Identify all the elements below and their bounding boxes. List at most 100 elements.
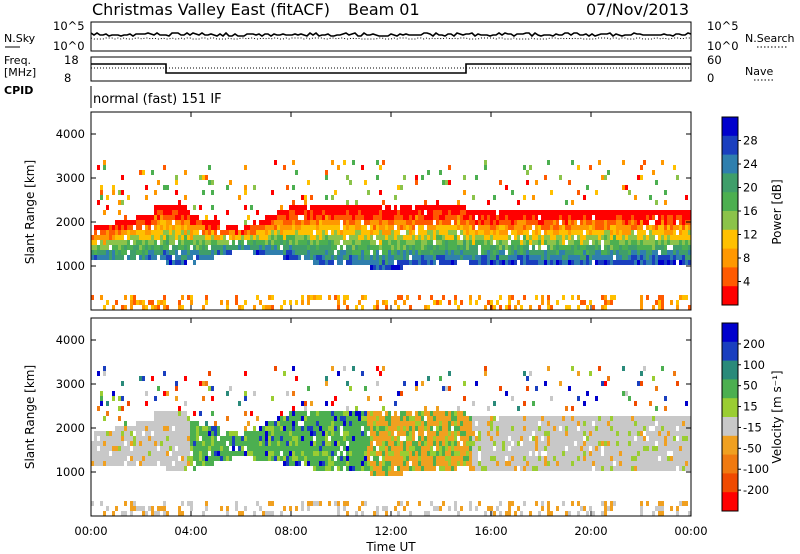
velocity-cell xyxy=(472,401,475,406)
velocity-cell xyxy=(355,466,358,471)
power-cell xyxy=(154,210,157,215)
power-cell xyxy=(619,215,622,220)
velocity-cell xyxy=(145,421,148,426)
velocity-cell xyxy=(337,501,340,506)
power-cell xyxy=(121,220,124,225)
velocity-cell xyxy=(664,421,667,426)
power-cell xyxy=(349,230,352,235)
velocity-cell xyxy=(331,446,334,451)
velocity-cell xyxy=(388,441,391,446)
velocity-cell xyxy=(652,441,655,446)
x-tick-label: 20:00 xyxy=(574,524,607,538)
velocity-cell xyxy=(403,411,406,416)
velocity-cell xyxy=(193,426,196,431)
power-cell xyxy=(106,300,109,305)
power-cell xyxy=(139,170,142,175)
velocity-cell xyxy=(103,366,106,371)
power-cell xyxy=(454,260,457,265)
power-cell xyxy=(634,250,637,255)
power-cell xyxy=(379,165,382,170)
velocity-cell xyxy=(304,421,307,426)
power-cell xyxy=(355,260,358,265)
power-cell xyxy=(151,215,154,220)
velocity-cell xyxy=(517,416,520,421)
velocity-cell xyxy=(334,411,337,416)
velocity-cell xyxy=(670,456,673,461)
power-cell xyxy=(544,215,547,220)
velocity-cell xyxy=(661,426,664,431)
power-cell xyxy=(559,235,562,240)
power-cell xyxy=(103,305,106,310)
velocity-cell xyxy=(385,506,388,511)
velocity-cell xyxy=(499,466,502,471)
velocity-cell xyxy=(181,446,184,451)
power-cell xyxy=(397,230,400,235)
power-cell xyxy=(172,235,175,240)
velocity-cell xyxy=(604,451,607,456)
velocity-cell xyxy=(637,416,640,421)
velocity-cell xyxy=(211,426,214,431)
power-cell xyxy=(280,220,283,225)
power-cell xyxy=(637,215,640,220)
velocity-cell xyxy=(169,456,172,461)
velocity-cell xyxy=(673,421,676,426)
velocity-cell xyxy=(556,436,559,441)
power-cell xyxy=(295,220,298,225)
power-cell xyxy=(673,230,676,235)
velocity-cell xyxy=(619,416,622,421)
power-cell xyxy=(532,245,535,250)
velocity-cell xyxy=(292,431,295,436)
power-cell xyxy=(448,240,451,245)
velocity-cell xyxy=(508,511,511,516)
power-cell xyxy=(544,255,547,260)
velocity-cell xyxy=(313,456,316,461)
power-cell xyxy=(220,245,223,250)
power-cell xyxy=(412,260,415,265)
power-cell xyxy=(493,230,496,235)
velocity-cell xyxy=(208,446,211,451)
velocity-cell xyxy=(565,426,568,431)
power-cell xyxy=(445,180,448,185)
velocity-cell xyxy=(358,421,361,426)
power-cell xyxy=(121,230,124,235)
power-cell xyxy=(439,215,442,220)
power-cell xyxy=(109,250,112,255)
velocity-cell xyxy=(352,461,355,466)
power-cell xyxy=(682,215,685,220)
velocity-cell xyxy=(469,441,472,446)
power-cell xyxy=(337,255,340,260)
power-cell xyxy=(136,225,139,230)
velocity-cell xyxy=(301,426,304,431)
power-cell xyxy=(232,230,235,235)
velocity-cell xyxy=(202,436,205,441)
velocity-cell xyxy=(349,431,352,436)
velocity-cell xyxy=(436,431,439,436)
power-cell xyxy=(193,215,196,220)
power-cell xyxy=(367,245,370,250)
velocity-cell xyxy=(376,436,379,441)
velocity-cell xyxy=(454,501,457,506)
power-cell xyxy=(400,235,403,240)
velocity-cell xyxy=(109,446,112,451)
velocity-cell xyxy=(304,431,307,436)
velocity-cell xyxy=(130,436,133,441)
power-cell xyxy=(376,225,379,230)
power-cell xyxy=(382,210,385,215)
power-cell xyxy=(457,235,460,240)
power-cell xyxy=(664,230,667,235)
velocity-cell xyxy=(328,456,331,461)
velocity-cell xyxy=(175,416,178,421)
velocity-cell xyxy=(499,511,502,516)
velocity-cell xyxy=(163,436,166,441)
power-cell xyxy=(493,195,496,200)
velocity-cell xyxy=(559,466,562,471)
velocity-cell xyxy=(403,426,406,431)
velocity-cell xyxy=(484,371,487,376)
velocity-cell xyxy=(499,441,502,446)
velocity-cell xyxy=(145,511,148,516)
power-cell xyxy=(379,225,382,230)
velocity-cell xyxy=(382,416,385,421)
power-cell xyxy=(574,255,577,260)
velocity-cell xyxy=(388,411,391,416)
power-cell xyxy=(562,215,565,220)
